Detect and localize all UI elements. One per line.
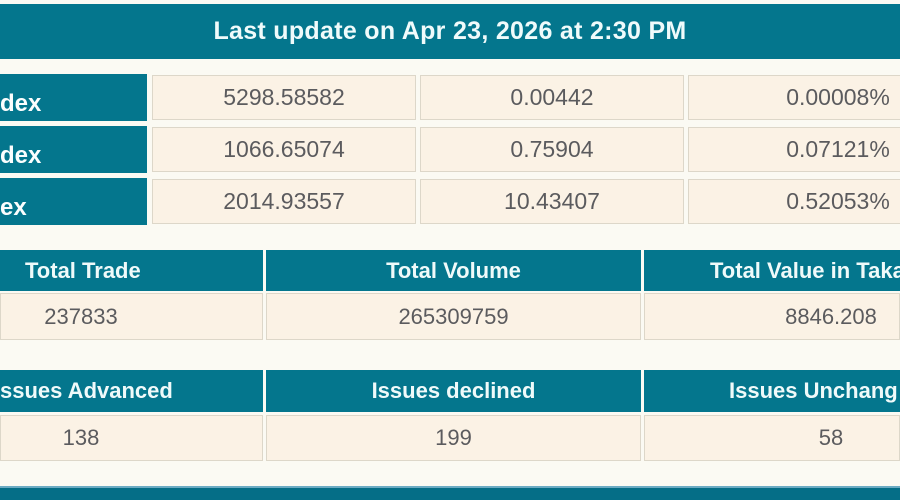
index-change-cell: 0.00442: [420, 75, 684, 120]
issues-unchanged-header: Issues Unchang: [644, 370, 900, 412]
issues-unchanged-header-label: Issues Unchang: [729, 378, 898, 403]
index-row: ex 2014.93557 10.43407 0.52053%: [0, 178, 900, 225]
issues-declined-value: 199: [266, 415, 641, 461]
index-percent-cell: 0.00008%: [688, 75, 900, 120]
total-value-header-label: Total Value in Taka: [710, 257, 900, 283]
footer-bar: [0, 488, 900, 500]
total-value-header: Total Value in Taka: [644, 250, 900, 291]
index-change-cell: 0.75904: [420, 127, 684, 172]
total-trade-value: 237833: [0, 293, 263, 340]
index-name-label: ex: [0, 194, 27, 221]
total-volume-header: Total Volume: [266, 250, 641, 291]
index-value-cell: 5298.58582: [152, 75, 416, 120]
total-trade-header: Total Trade: [0, 250, 263, 291]
index-change-cell: 10.43407: [420, 179, 684, 224]
index-row: dex 5298.58582 0.00442 0.00008%: [0, 74, 900, 121]
totals-value-row: 237833 265309759 8846.208: [0, 293, 900, 340]
totals-header-row: Total Trade Total Volume Total Value in …: [0, 250, 900, 291]
total-value-value: 8846.208: [644, 293, 900, 340]
last-update-text: Last update on Apr 23, 2026 at 2:30 PM: [213, 17, 687, 45]
index-name-cell: ex: [0, 178, 147, 225]
index-name-label: dex: [0, 90, 42, 117]
index-percent-cell: 0.07121%: [688, 127, 900, 172]
index-percent-cell: 0.52053%: [688, 179, 900, 224]
issues-advanced-value: 138: [0, 415, 263, 461]
issues-header-row: ssues Advanced Issues declined Issues Un…: [0, 370, 900, 412]
footer-accent-line: [0, 486, 900, 488]
index-value-cell: 2014.93557: [152, 179, 416, 224]
total-volume-value: 265309759: [266, 293, 641, 340]
issues-declined-header: Issues declined: [266, 370, 641, 412]
index-name-cell: dex: [0, 126, 147, 173]
issues-unchanged-value: 58: [644, 415, 900, 461]
index-row: dex 1066.65074 0.75904 0.07121%: [0, 126, 900, 173]
issues-value-row: 138 199 58: [0, 415, 900, 461]
last-update-banner: Last update on Apr 23, 2026 at 2:30 PM: [0, 4, 900, 59]
index-value-cell: 1066.65074: [152, 127, 416, 172]
issues-advanced-header: ssues Advanced: [0, 370, 263, 412]
index-name-label: dex: [0, 142, 42, 169]
index-name-cell: dex: [0, 74, 147, 121]
